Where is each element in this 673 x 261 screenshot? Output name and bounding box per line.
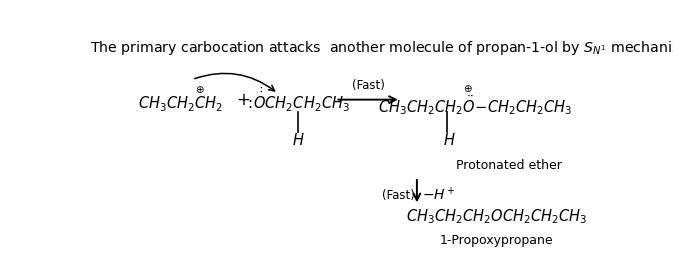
Text: $CH_3CH_2CH_2OCH_2CH_2CH_3$: $CH_3CH_2CH_2OCH_2CH_2CH_3$ <box>406 207 587 226</box>
Text: $H$: $H$ <box>443 132 456 148</box>
Text: (Fast): (Fast) <box>382 189 415 201</box>
Text: $+$: $+$ <box>236 91 250 109</box>
Text: 1-Propoxypropane: 1-Propoxypropane <box>439 234 553 247</box>
Text: The primary carbocation attacks  another molecule of propan-1-ol by $S_{N^1}$ me: The primary carbocation attacks another … <box>90 39 673 57</box>
Text: (Fast): (Fast) <box>352 79 385 92</box>
Text: $CH_3CH_2\overset{\oplus}{C}H_2$: $CH_3CH_2\overset{\oplus}{C}H_2$ <box>138 85 223 114</box>
Text: $H$: $H$ <box>291 132 304 148</box>
Text: Protonated ether: Protonated ether <box>456 159 562 173</box>
Text: $-H^+$: $-H^+$ <box>422 186 456 204</box>
Text: $:\!\dot{\dot{O}}CH_2CH_2CH_3$: $:\!\dot{\dot{O}}CH_2CH_2CH_3$ <box>246 85 351 114</box>
Text: $CH_3CH_2CH_2\overset{\oplus}{\ddot{O}}\!-\!CH_2CH_2CH_3$: $CH_3CH_2CH_2\overset{\oplus}{\ddot{O}}\… <box>378 83 573 117</box>
